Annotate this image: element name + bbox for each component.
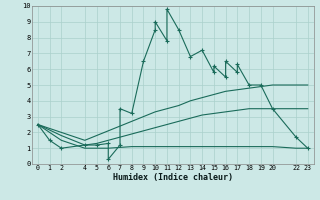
X-axis label: Humidex (Indice chaleur): Humidex (Indice chaleur)	[113, 173, 233, 182]
